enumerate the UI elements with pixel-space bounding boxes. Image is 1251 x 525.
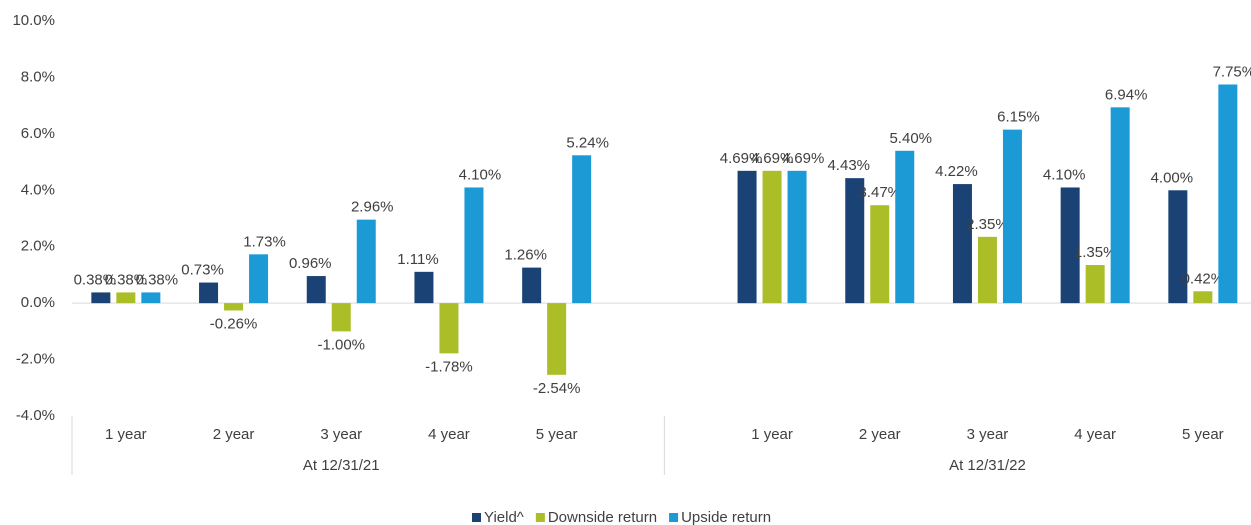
y-tick-label: 4.0% [21, 181, 55, 198]
x-tick-label: 1 year [105, 426, 147, 443]
bar [356, 219, 376, 304]
bar [895, 150, 915, 304]
data-label: 3.47% [858, 184, 901, 201]
bar [116, 292, 136, 304]
bar [547, 303, 567, 375]
legend-label: Upside return [681, 509, 771, 525]
legend-swatch [535, 513, 545, 522]
legend-swatch [669, 513, 679, 522]
bar [91, 292, 111, 304]
y-tick-label: 6.0% [21, 125, 55, 142]
data-label: 0.73% [181, 262, 224, 279]
bar [845, 178, 865, 304]
bar [977, 236, 997, 304]
data-label: 4.22% [935, 163, 978, 180]
bar [1060, 187, 1080, 304]
x-tick-label: 2 year [213, 426, 255, 443]
bar [1193, 291, 1213, 304]
data-label: 7.75% [1213, 63, 1251, 80]
data-label: 2.35% [966, 216, 1009, 233]
bar [306, 276, 326, 304]
bar [464, 187, 484, 304]
data-label: 4.43% [827, 157, 870, 174]
bar [439, 303, 459, 354]
data-label: 4.69% [782, 150, 825, 167]
bar [1168, 190, 1188, 304]
y-tick-label: 10.0% [12, 12, 55, 29]
legend-label: Yield^ [484, 509, 524, 525]
x-tick-label: 3 year [967, 426, 1009, 443]
x-tick-label: 4 year [428, 426, 470, 443]
legend-label: Downside return [548, 509, 657, 525]
data-label: 0.42% [1182, 270, 1225, 287]
y-tick-label: -4.0% [16, 407, 55, 424]
y-tick-label: 8.0% [21, 68, 55, 85]
bar [787, 170, 807, 304]
bar [224, 303, 244, 311]
data-label: -1.78% [425, 358, 473, 375]
data-label: 4.10% [1043, 166, 1086, 183]
data-label: 1.35% [1074, 244, 1117, 261]
x-tick-label: 2 year [859, 426, 901, 443]
bar [1002, 129, 1022, 304]
bar [249, 254, 269, 304]
bar [1218, 84, 1238, 304]
data-label: 4.69% [720, 150, 763, 167]
bar [199, 282, 219, 304]
y-tick-label: 2.0% [21, 238, 55, 255]
bar [870, 205, 890, 304]
x-tick-label: 3 year [320, 426, 362, 443]
x-tick-label: 5 year [536, 426, 578, 443]
data-label: 0.38% [105, 271, 148, 288]
legend-swatch [472, 513, 481, 522]
bar [1110, 107, 1130, 304]
y-tick-label: -2.0% [16, 351, 55, 368]
bar [737, 170, 757, 304]
data-label: 4.00% [1151, 169, 1194, 186]
data-label: 1.73% [243, 233, 286, 250]
data-label: 5.40% [889, 130, 932, 147]
bar [414, 271, 434, 304]
data-label: 4.10% [459, 166, 502, 183]
x-tick-label: 4 year [1074, 426, 1116, 443]
data-label: -0.26% [210, 315, 258, 332]
bar [331, 303, 351, 332]
data-label: 1.26% [504, 247, 547, 264]
x-tick-label: 5 year [1182, 426, 1224, 443]
data-label: -1.00% [317, 336, 365, 353]
bar [141, 292, 161, 304]
bar [762, 170, 782, 304]
y-tick-label: 0.0% [21, 294, 55, 311]
x-tick-label: 1 year [751, 426, 793, 443]
data-label: 5.24% [566, 134, 609, 151]
group-label: At 12/31/21 [303, 457, 380, 474]
data-label: 4.69% [751, 150, 794, 167]
bar [1085, 265, 1105, 304]
data-label: 6.15% [997, 109, 1040, 126]
group-label: At 12/31/22 [949, 457, 1026, 474]
data-label: 0.38% [74, 271, 117, 288]
bar [572, 155, 592, 304]
data-label: 2.96% [351, 199, 394, 216]
bar [522, 267, 542, 304]
data-label: 6.94% [1105, 86, 1148, 103]
data-label: 0.38% [136, 271, 179, 288]
data-label: -2.54% [533, 380, 581, 397]
data-label: 1.11% [397, 251, 438, 268]
data-label: 0.96% [289, 255, 332, 272]
bar [952, 184, 972, 304]
